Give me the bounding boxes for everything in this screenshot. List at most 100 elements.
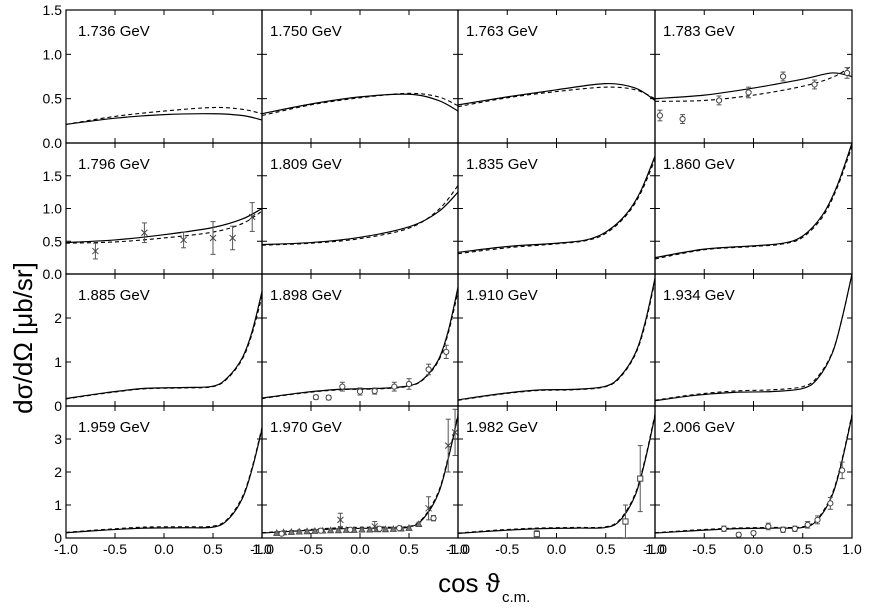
- data-point: [248, 202, 256, 232]
- model-curve-dashed: [458, 86, 655, 108]
- data-point: [425, 496, 432, 521]
- data-point: [371, 521, 379, 532]
- data-point: [827, 496, 834, 510]
- model-curve-solid: [458, 155, 655, 253]
- panel-grid: 0.0 0.5 1.0 1.5 1.736 GeV 1.750 GeV 1.763 GeV 1…: [43, 2, 862, 557]
- energy-label: 1.783 GeV: [663, 23, 735, 40]
- data-point: [339, 381, 346, 392]
- energy-label: 1.835 GeV: [466, 156, 538, 173]
- panel-4: 1.783 GeV: [654, 9, 853, 144]
- data-point: [389, 525, 397, 532]
- model-curve-dashed: [66, 427, 262, 533]
- data-point: [209, 221, 217, 255]
- x-tick-label: 1.0: [448, 541, 468, 557]
- data-point: [381, 525, 390, 533]
- energy-label: 1.809 GeV: [270, 156, 342, 173]
- data-point: [791, 525, 798, 532]
- panel-13: 0 1 2 3 -1.0 -0.5 0.0 0.5 1.0 1.959 GeV: [54, 405, 272, 557]
- model-curve-solid: [262, 93, 458, 115]
- data-point: [637, 445, 644, 513]
- data-point: [779, 526, 787, 533]
- data-point: [180, 231, 187, 249]
- energy-label: 1.982 GeV: [466, 419, 538, 436]
- panel-7: 1.835 GeV: [457, 142, 656, 275]
- x-tick-label: -0.5: [692, 541, 716, 557]
- model-curve-solid: [458, 278, 655, 401]
- x-tick-label: -0.5: [299, 541, 323, 557]
- model-curve-solid: [262, 191, 458, 246]
- x-tick-label: 0.5: [793, 541, 813, 557]
- y-tick-label: 1: [54, 497, 62, 513]
- x-tick-label: 1.0: [645, 541, 665, 557]
- data-point: [430, 515, 437, 522]
- energy-label: 1.860 GeV: [663, 156, 735, 173]
- energy-label: 1.736 GeV: [78, 23, 150, 40]
- x-tick-label: -1.0: [250, 541, 274, 557]
- energy-label: 1.910 GeV: [466, 287, 538, 304]
- x-tick-label: -1.0: [643, 541, 667, 557]
- panel-3: 1.763 GeV: [457, 9, 656, 144]
- energy-label: 1.970 GeV: [270, 419, 342, 436]
- data-point: [622, 504, 629, 538]
- y-tick-label: 0: [54, 530, 62, 546]
- panel-10: 1.898 GeV: [261, 273, 459, 407]
- y-tick-label: 2: [54, 464, 62, 480]
- x-tick-label: -0.5: [103, 541, 127, 557]
- model-curve-dashed: [655, 65, 852, 102]
- y-tick-label: 0.0: [43, 266, 63, 282]
- y-tick-label: 0: [54, 398, 62, 414]
- y-tick-label: 0.0: [43, 135, 63, 151]
- panel-11: 1.910 GeV: [457, 273, 656, 407]
- data-point: [287, 528, 296, 535]
- data-point: [779, 71, 787, 82]
- model-curve-solid: [655, 274, 852, 402]
- data-point: [317, 527, 324, 534]
- y-tick-label: 3: [54, 431, 62, 447]
- model-curve-dashed: [262, 185, 458, 246]
- model-curve-dashed: [66, 106, 262, 125]
- data-point: [347, 526, 354, 533]
- panel-5: 0.0 0.5 1.0 1.5 1.796 GeV: [43, 142, 263, 282]
- data-point: [273, 529, 281, 536]
- data-point: [396, 525, 403, 532]
- data-point: [443, 344, 450, 359]
- data-point: [295, 527, 303, 535]
- data-point: [451, 408, 458, 456]
- data-point: [391, 381, 398, 392]
- x-axis-title: cos ϑ c.m.: [438, 568, 530, 606]
- data-point: [839, 461, 846, 480]
- data-point: [358, 525, 366, 533]
- model-curve-dashed: [66, 295, 262, 400]
- data-point: [415, 520, 423, 527]
- model-curve-solid: [66, 113, 262, 125]
- model-curve-solid: [655, 72, 852, 100]
- model-curve-solid: [655, 143, 852, 259]
- panel-8: 1.860 GeV: [654, 142, 853, 275]
- data-point: [843, 67, 851, 79]
- data-point: [278, 530, 285, 537]
- data-point: [326, 526, 335, 534]
- data-point: [715, 95, 723, 106]
- panel-14: -1.0 -0.5 0.0 0.5 1.0 1.970 GeV: [250, 405, 468, 557]
- x-tick-label: -1.0: [446, 541, 470, 557]
- y-tick-label: 1.5: [43, 2, 63, 18]
- energy-label: 1.959 GeV: [78, 419, 150, 436]
- energy-label: 1.763 GeV: [466, 23, 538, 40]
- x-tick-label: 0.5: [596, 541, 616, 557]
- panel-2: 1.750 GeV: [261, 9, 459, 144]
- x-tick-label: 0.0: [350, 541, 370, 557]
- x-tick-label: -0.5: [495, 541, 519, 557]
- y-tick-label: 1: [54, 354, 62, 370]
- data-point: [656, 109, 664, 122]
- data-point: [366, 525, 374, 533]
- y-tick-label: 0.5: [43, 91, 63, 107]
- model-curve-dashed: [262, 92, 458, 117]
- data-point: [405, 378, 413, 390]
- model-curve-dashed: [262, 291, 458, 400]
- panel-15: -1.0 -0.5 0.0 0.5 1.0 1.982 GeV: [446, 405, 665, 557]
- energy-label: 1.898 GeV: [270, 287, 342, 304]
- data-point: [811, 79, 818, 90]
- data-point: [311, 527, 319, 534]
- y-tick-label: 2: [54, 310, 62, 326]
